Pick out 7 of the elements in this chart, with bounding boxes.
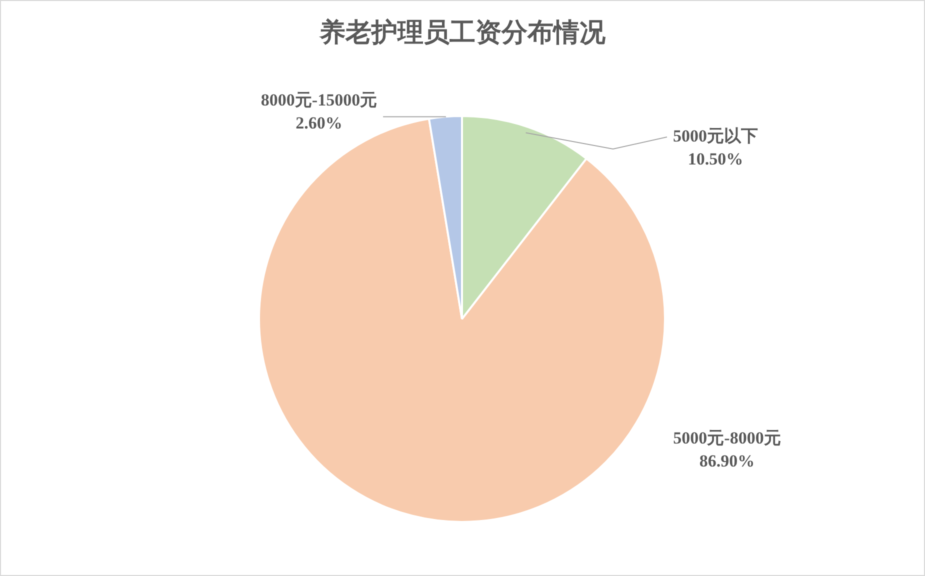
slice-label: 5000元以下 [673,126,758,146]
data-label: 10.50% [688,149,744,168]
data-label: 2.60% [296,113,342,132]
chart-title: 养老护理员工资分布情况 [318,17,606,49]
data-label: 86.90% [699,451,755,470]
slice-label: 8000元-15000元 [260,90,378,110]
slice-label: 5000元-8000元 [673,428,781,448]
